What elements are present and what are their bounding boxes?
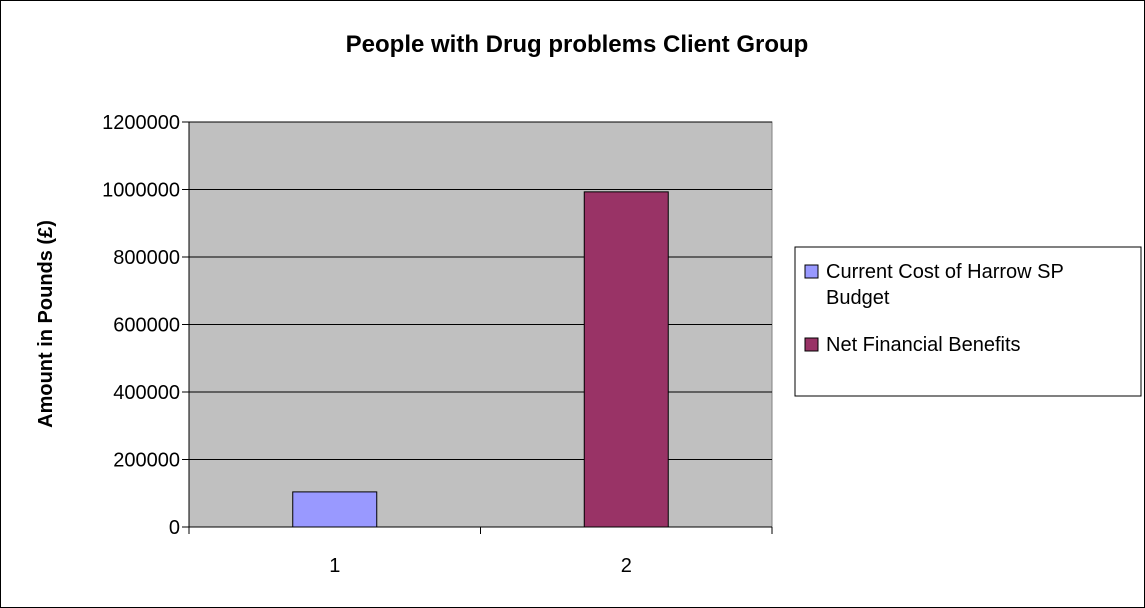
- y-tick-label: 0: [169, 517, 180, 539]
- y-tick-label: 400000: [113, 382, 180, 404]
- axes: [182, 121, 773, 534]
- gridlines: [189, 121, 772, 460]
- legend-box: [794, 246, 1142, 397]
- legend-swatch: [804, 264, 819, 279]
- y-tick-label: 200000: [113, 450, 180, 472]
- x-tick-label: 2: [621, 555, 632, 577]
- legend: Current Cost of Harrow SP Budget Net Finan…: [794, 246, 1142, 397]
- bars: [292, 191, 669, 528]
- y-tick-label: 1200000: [102, 112, 180, 134]
- legend-swatch: [804, 337, 819, 352]
- legend-items: Current Cost of Harrow SP Budget Net Finan…: [804, 261, 1064, 356]
- y-tick-label: 800000: [113, 247, 180, 269]
- bar: [583, 191, 669, 528]
- bar: [292, 491, 378, 528]
- legend-label: Net Financial Benefits: [826, 334, 1021, 356]
- chart-title: People with Drug problems Client Group: [346, 31, 809, 58]
- legend-label: Current Cost of Harrow SP: [826, 261, 1064, 283]
- y-tick-label: 600000: [113, 315, 180, 337]
- y-tick-labels: 0 200000 400000 600000 800000 1000000 1200000: [102, 112, 180, 539]
- y-tick-label: 1000000: [102, 180, 180, 202]
- x-tick-label: 1: [329, 555, 340, 577]
- y-axis-label: Amount in Pounds (£): [35, 220, 57, 428]
- legend-label: Budget: [826, 287, 890, 309]
